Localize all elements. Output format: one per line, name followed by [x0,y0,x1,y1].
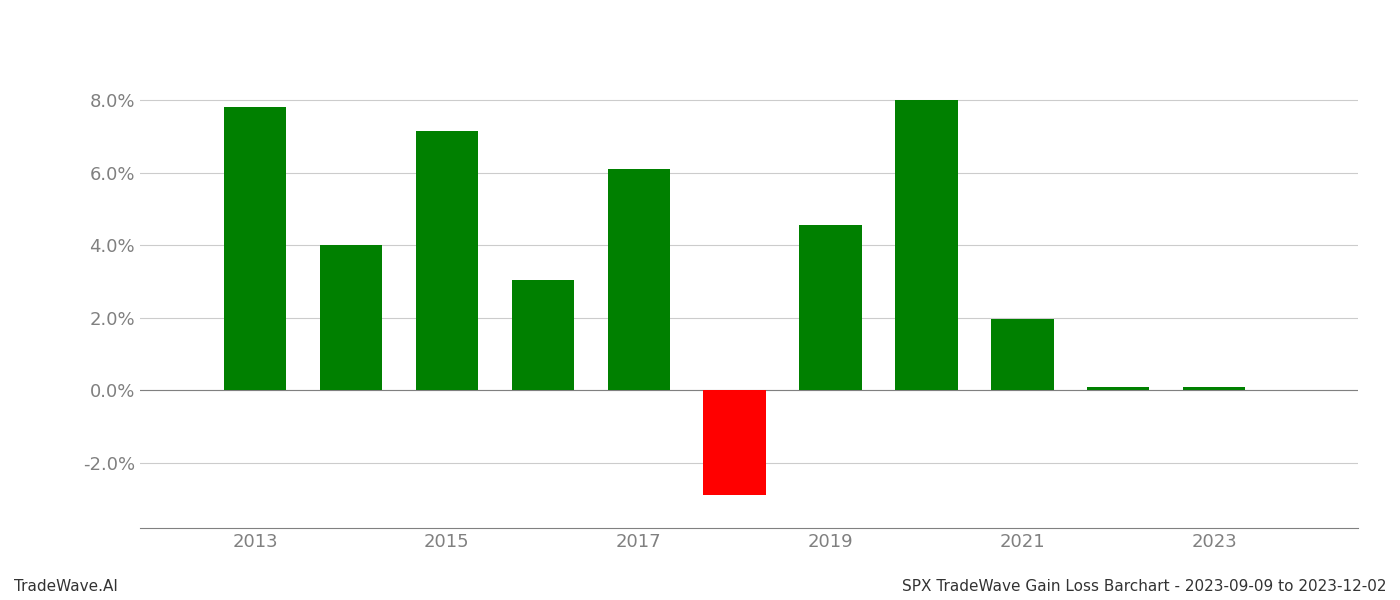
Bar [608,169,669,390]
Bar [224,107,286,390]
Bar [703,390,766,496]
Bar [1183,386,1246,390]
Bar [991,319,1054,390]
Bar [416,131,477,390]
Bar [895,100,958,390]
Bar [511,280,574,390]
Text: TradeWave.AI: TradeWave.AI [14,579,118,594]
Bar [1086,386,1149,390]
Bar [319,245,382,390]
Text: SPX TradeWave Gain Loss Barchart - 2023-09-09 to 2023-12-02: SPX TradeWave Gain Loss Barchart - 2023-… [902,579,1386,594]
Bar [799,225,861,390]
